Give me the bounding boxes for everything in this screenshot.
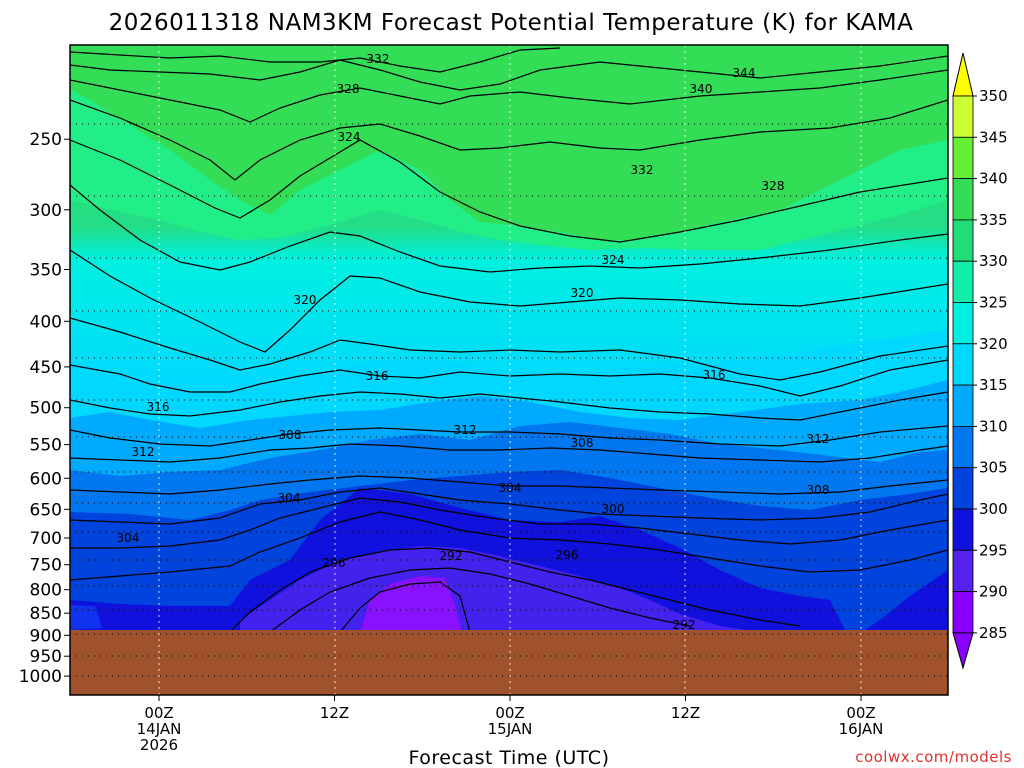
y-axis-ticks: 2503003504004505005506006507007508008509… xyxy=(19,130,70,687)
credit-text: coolwx.com/models xyxy=(855,748,1012,766)
x-tick-label: 00Z xyxy=(495,704,524,722)
plot-field xyxy=(70,45,948,695)
contour-label: 292 xyxy=(673,618,696,632)
colorbar-label: 330 xyxy=(979,252,1008,270)
y-tick-label: 550 xyxy=(30,436,62,456)
colorbar-segment xyxy=(952,302,974,345)
colorbar-label: 305 xyxy=(979,459,1008,477)
contour-label: 308 xyxy=(571,436,594,450)
contour-label: 316 xyxy=(147,400,170,414)
colorbar-label: 300 xyxy=(979,500,1008,518)
contour-label: 312 xyxy=(454,423,477,437)
contour-label: 308 xyxy=(279,428,302,442)
y-tick-label: 900 xyxy=(30,626,62,646)
colorbar-label: 335 xyxy=(979,211,1008,229)
contour-label-group: 332 328 324 344 340 332 328 324 320 320 316 316 316 3… xyxy=(117,52,830,632)
x-tick-label: 16JAN xyxy=(839,720,884,738)
colorbar-segment xyxy=(952,343,974,386)
colorbar-label: 340 xyxy=(979,170,1008,188)
y-tick-label: 350 xyxy=(30,261,62,281)
colorbar-segment xyxy=(952,467,974,510)
colorbar-label: 310 xyxy=(979,417,1008,435)
contour-label: 304 xyxy=(499,481,522,495)
contour-label: 300 xyxy=(602,502,625,516)
colorbar: 350 345 340 335 330 325 320 315 310 305 300 295 290 2… xyxy=(952,52,1008,670)
y-tick-label: 650 xyxy=(30,500,62,520)
contour-label: 320 xyxy=(571,286,594,300)
contour-label: 316 xyxy=(703,368,726,382)
y-tick-label: 800 xyxy=(30,581,62,601)
colorbar-segment xyxy=(952,219,974,262)
y-tick-label: 400 xyxy=(30,312,62,332)
colorbar-label: 345 xyxy=(979,128,1008,146)
x-tick-label: 14JAN xyxy=(137,720,182,738)
colorbar-label: 285 xyxy=(979,624,1008,642)
contour-label: 308 xyxy=(807,483,830,497)
contour-label: 320 xyxy=(294,293,317,307)
ground-fill xyxy=(70,630,948,695)
colorbar-segment xyxy=(952,384,974,427)
x-tick-label: 15JAN xyxy=(488,720,533,738)
contour-label: 316 xyxy=(366,369,389,383)
colorbar-segment xyxy=(952,425,974,469)
y-tick-label: 600 xyxy=(30,469,62,489)
field-green-light xyxy=(70,90,948,250)
colorbar-segment xyxy=(952,508,974,551)
colorbar-segment xyxy=(952,260,974,303)
field-lowerleft xyxy=(70,605,102,630)
contour-label: 312 xyxy=(807,432,830,446)
contour-label: 328 xyxy=(762,179,785,193)
contour-label: 332 xyxy=(631,163,654,177)
y-tick-label: 450 xyxy=(30,358,62,378)
contour-label: 328 xyxy=(337,82,360,96)
colorbar-label: 350 xyxy=(979,87,1008,105)
contour-label: 296 xyxy=(323,556,346,570)
y-tick-label: 950 xyxy=(30,647,62,667)
colorbar-label: 320 xyxy=(979,335,1008,353)
y-tick-label: 1000 xyxy=(19,667,62,687)
x-tick-label: 00Z xyxy=(846,704,875,722)
colorbar-bottom-arrow xyxy=(952,632,974,670)
y-tick-label: 850 xyxy=(30,604,62,624)
contour-label: 312 xyxy=(132,445,155,459)
y-tick-label: 300 xyxy=(30,201,62,221)
vertical-grid-lines xyxy=(158,45,862,695)
colorbar-segment xyxy=(952,136,974,180)
y-tick-label: 750 xyxy=(30,556,62,576)
colorbar-top-arrow xyxy=(952,52,974,97)
contour-label: 344 xyxy=(733,66,756,80)
colorbar-segment xyxy=(952,549,974,592)
contour-label: 304 xyxy=(278,491,301,505)
y-tick-label: 500 xyxy=(30,399,62,419)
colorbar-label: 290 xyxy=(979,583,1008,601)
contour-label: 332 xyxy=(367,52,390,66)
x-tick-label: 2026 xyxy=(140,736,178,754)
colorbar-segment xyxy=(952,95,974,138)
colorbar-segment xyxy=(952,178,974,221)
y-tick-label: 700 xyxy=(30,529,62,549)
x-axis-title: Forecast Time (UTC) xyxy=(409,747,610,768)
contour-label: 340 xyxy=(690,82,713,96)
chart-title: 2026011318 NAM3KM Forecast Potential Tem… xyxy=(109,10,914,36)
grid-lines xyxy=(70,123,948,677)
contour-label: 296 xyxy=(556,548,579,562)
x-tick-label: 12Z xyxy=(671,704,700,722)
contour-label: 324 xyxy=(602,253,625,267)
colorbar-label: 315 xyxy=(979,376,1008,394)
colorbar-segment xyxy=(952,591,974,634)
contour-label: 292 xyxy=(440,549,463,563)
y-tick-label: 250 xyxy=(30,130,62,150)
plot-frame xyxy=(69,44,949,696)
contour-label: 324 xyxy=(338,130,361,144)
x-tick-label: 12Z xyxy=(320,704,349,722)
colorbar-label: 325 xyxy=(979,294,1008,312)
x-tick-label: 00Z xyxy=(144,704,173,722)
colorbar-label: 295 xyxy=(979,541,1008,559)
contour-label: 304 xyxy=(117,531,140,545)
